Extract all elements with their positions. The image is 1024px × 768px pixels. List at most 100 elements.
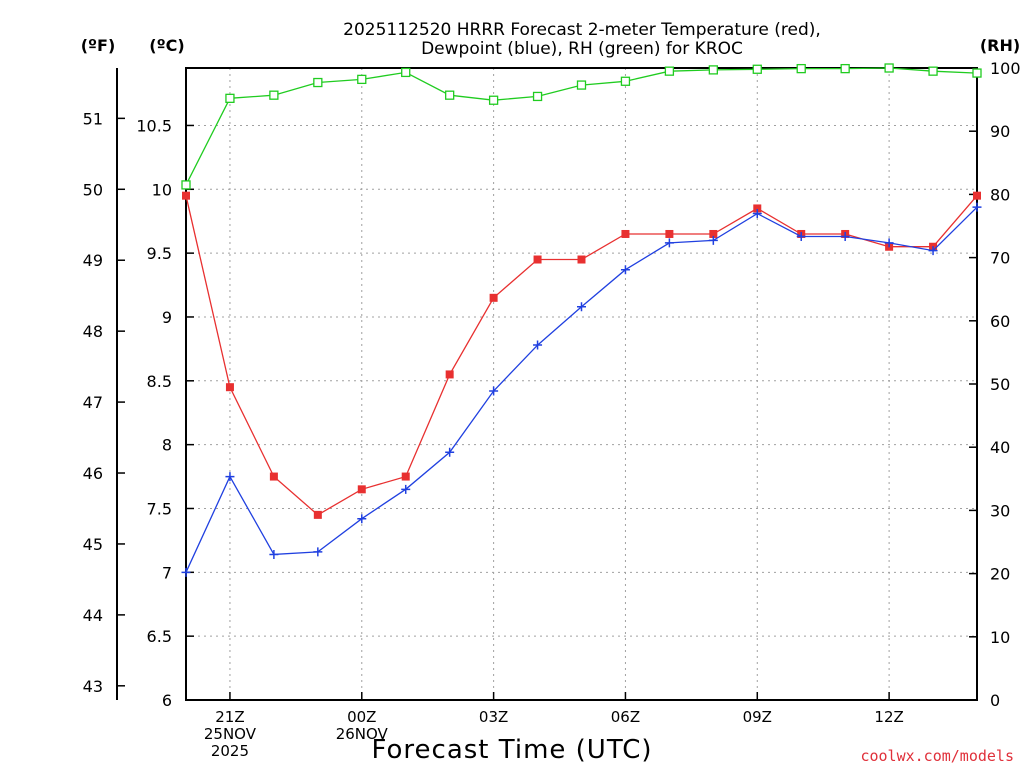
x-tick-label: 03Z bbox=[479, 708, 508, 726]
dewpoint-point bbox=[577, 302, 586, 312]
fahrenheit-tick-label: 49 bbox=[83, 251, 103, 270]
temperature-point bbox=[973, 191, 981, 200]
celsius-tick-label: 10 bbox=[152, 180, 172, 199]
fahrenheit-tick-label: 43 bbox=[83, 677, 103, 696]
rh-tick-label: 40 bbox=[990, 438, 1010, 457]
rh-tick-label: 50 bbox=[990, 375, 1010, 394]
rh-point bbox=[225, 93, 235, 103]
dewpoint-point bbox=[225, 472, 235, 482]
rh-tick-label: 90 bbox=[990, 122, 1010, 141]
rh-point bbox=[576, 80, 587, 90]
temperature-point bbox=[269, 472, 278, 481]
dewpoint-point bbox=[664, 238, 674, 248]
x-tick-label: 21Z bbox=[215, 708, 244, 726]
rh-tick-label: 30 bbox=[990, 501, 1010, 520]
celsius-tick-label: 6 bbox=[162, 691, 172, 710]
dewpoint-point bbox=[445, 447, 455, 457]
temperature-point bbox=[401, 472, 410, 481]
dewpoint-point bbox=[972, 202, 982, 212]
fahrenheit-tick-label: 44 bbox=[83, 606, 103, 625]
rh-point bbox=[620, 76, 631, 86]
rh-tick-label: 100 bbox=[990, 59, 1021, 78]
x-tick-label: 2025 bbox=[211, 742, 249, 760]
axis-ticks: 6 6.5 7 7.5 8 8.5 9 9.5 10 10.5 0 10 20 30 40 50 60 70 80 9… bbox=[83, 59, 1021, 760]
temperature-point bbox=[445, 370, 454, 379]
fahrenheit-tick-label: 45 bbox=[83, 535, 103, 554]
temperature-point bbox=[313, 510, 322, 519]
celsius-tick-label: 7 bbox=[162, 563, 172, 582]
dewpoint-point bbox=[181, 567, 191, 577]
celsius-tick-label: 10.5 bbox=[136, 116, 172, 135]
rh-tick-label: 70 bbox=[990, 249, 1010, 268]
rh-point bbox=[313, 77, 323, 88]
rh-point bbox=[401, 67, 411, 78]
temperature-point bbox=[577, 255, 586, 264]
dewpoint-point bbox=[401, 484, 411, 494]
fahrenheit-tick-label: 47 bbox=[83, 393, 103, 412]
dewpoint-point bbox=[313, 547, 323, 557]
celsius-tick-label: 7.5 bbox=[147, 499, 172, 518]
dewpoint-point bbox=[533, 340, 543, 350]
plot-frame bbox=[185, 67, 978, 701]
celsius-tick-label: 8.5 bbox=[147, 372, 172, 391]
rh-point bbox=[357, 74, 367, 85]
rh-point bbox=[532, 91, 543, 102]
rh-axis-header: (RH) bbox=[980, 36, 1020, 55]
rh-point bbox=[488, 95, 499, 105]
dewpoint-point bbox=[752, 209, 762, 219]
dewpoint-point bbox=[796, 232, 806, 242]
rh-tick-label: 60 bbox=[990, 312, 1010, 331]
dewpoint-point bbox=[840, 232, 850, 242]
temperature-point bbox=[709, 229, 718, 238]
dewpoint-point bbox=[269, 549, 279, 559]
celsius-tick-label: 9 bbox=[162, 308, 172, 327]
x-axis-label: Forecast Time (UTC) bbox=[371, 735, 652, 765]
celsius-tick-label: 8 bbox=[162, 436, 172, 455]
dewpoint-point bbox=[708, 235, 718, 245]
rh-point bbox=[708, 65, 718, 75]
temperature-point bbox=[225, 383, 234, 392]
rh-tick-label: 80 bbox=[990, 185, 1010, 204]
fahrenheit-tick-label: 51 bbox=[83, 109, 103, 128]
rh-point bbox=[884, 63, 894, 73]
temperature-line bbox=[185, 195, 978, 516]
celsius-tick-label: 6.5 bbox=[147, 627, 172, 646]
celsius-axis-header: (ºC) bbox=[149, 36, 184, 55]
dewpoint-point bbox=[489, 386, 499, 396]
celsius-tick-label: 9.5 bbox=[147, 244, 172, 263]
fahrenheit-tick-label: 46 bbox=[83, 464, 103, 483]
gridlines bbox=[186, 68, 977, 700]
fahrenheit-axis-header: (ºF) bbox=[81, 36, 116, 55]
dewpoint-point bbox=[928, 246, 938, 256]
x-tick-label: 26NOV bbox=[336, 725, 389, 743]
temperature-point bbox=[182, 191, 190, 200]
temperature-point bbox=[621, 229, 630, 238]
chart-subtitle: Dewpoint (blue), RH (green) for KROC bbox=[421, 39, 743, 59]
x-tick-label: 00Z bbox=[347, 708, 376, 726]
rh-point bbox=[972, 68, 982, 78]
dewpoint-point bbox=[357, 514, 367, 524]
temperature-point bbox=[665, 229, 674, 238]
x-tick-label: 12Z bbox=[874, 708, 903, 726]
rh-point bbox=[664, 66, 675, 76]
temperature-point bbox=[533, 255, 542, 264]
rh-point bbox=[181, 180, 191, 190]
rh-point bbox=[445, 90, 455, 100]
temperature-point bbox=[753, 204, 762, 213]
credit-text: coolwx.com/models bbox=[860, 747, 1014, 765]
dewpoint-point bbox=[620, 265, 630, 275]
data-series bbox=[181, 63, 982, 577]
x-tick-label: 09Z bbox=[743, 708, 772, 726]
temperature-point bbox=[489, 293, 498, 302]
rh-point bbox=[796, 63, 806, 74]
temperature-point bbox=[357, 485, 366, 494]
rh-point bbox=[928, 66, 938, 76]
rh-tick-label: 0 bbox=[990, 691, 1000, 710]
fahrenheit-tick-label: 48 bbox=[83, 322, 103, 341]
x-tick-label: 06Z bbox=[611, 708, 640, 726]
rh-point bbox=[840, 63, 850, 74]
fahrenheit-tick-label: 50 bbox=[83, 180, 103, 199]
rh-tick-label: 10 bbox=[990, 628, 1010, 647]
rh-point bbox=[752, 64, 762, 74]
